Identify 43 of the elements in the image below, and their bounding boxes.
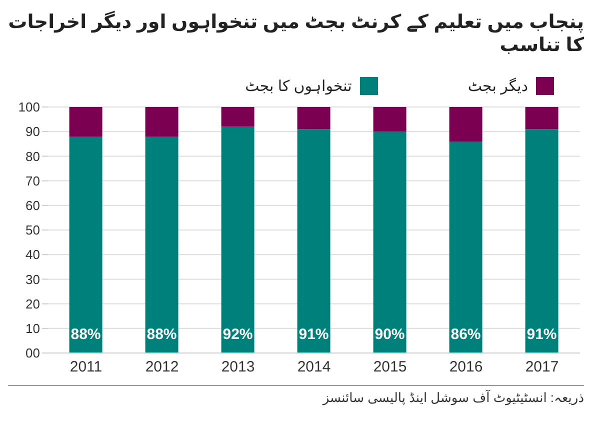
bar xyxy=(525,129,558,353)
x-tick-label: 2011 xyxy=(70,358,102,376)
text: ذریعہ: انسٹیٹیوٹ آف سوشل اینڈ پالیسی سائنسز xyxy=(321,390,584,406)
y-tick-label: 30 xyxy=(26,272,40,287)
y-tick-label: 40 xyxy=(26,247,40,262)
legend-label: دیگر بجٹ xyxy=(468,77,528,95)
y-tick-label: 50 xyxy=(26,222,40,238)
bar xyxy=(221,107,254,127)
bar xyxy=(297,129,330,353)
data-label: 88% xyxy=(70,326,101,343)
y-tick-label: 60 xyxy=(26,198,40,214)
bar xyxy=(449,107,482,142)
data-label: 88% xyxy=(146,326,177,343)
bar xyxy=(297,107,330,130)
data-label: 92% xyxy=(222,326,253,343)
y-tick-label: 00 xyxy=(26,346,40,361)
y-tick-label: 100 xyxy=(18,100,40,115)
x-tick-label: 2013 xyxy=(221,358,255,376)
data-label: 91% xyxy=(526,326,557,343)
y-tick-label: 80 xyxy=(26,148,40,164)
bar xyxy=(69,107,102,137)
bar xyxy=(373,107,406,132)
x-tick-label: 2012 xyxy=(145,358,179,376)
y-tick-label: 20 xyxy=(26,296,40,312)
bar xyxy=(373,132,406,353)
x-tick-label: 2016 xyxy=(449,358,483,376)
bar xyxy=(145,136,178,353)
y-tick-label: 10 xyxy=(26,321,40,336)
bar xyxy=(221,126,254,353)
data-label: 86% xyxy=(450,326,481,343)
chart-title: پنجاب میں تعلیم کے کرنٹ بجٹ میں تنخواہوں اور دیگر اخراجات کا تناسب xyxy=(8,10,584,58)
y-tick-label: 90 xyxy=(26,124,40,140)
bar xyxy=(525,107,558,130)
bar xyxy=(449,141,482,353)
legend-label: تنخواہوں کا بجٹ xyxy=(245,77,352,95)
y-tick-label: 70 xyxy=(26,173,40,188)
x-tick-label: 2015 xyxy=(373,358,407,376)
data-label: 91% xyxy=(298,326,329,343)
bar xyxy=(145,107,178,137)
data-label: 90% xyxy=(374,326,405,343)
x-tick-label: 2014 xyxy=(297,358,331,376)
bar xyxy=(69,136,102,353)
x-tick-label: 2017 xyxy=(525,358,559,376)
